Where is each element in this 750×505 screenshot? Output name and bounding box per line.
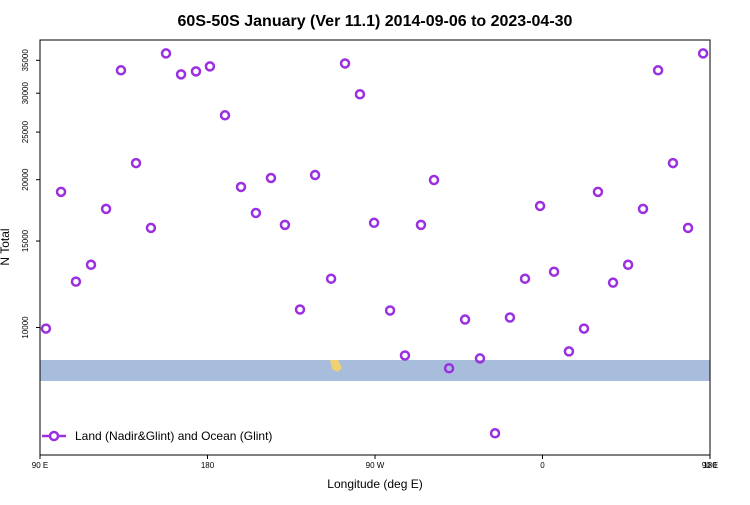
point bbox=[415, 219, 427, 231]
land-patch bbox=[330, 360, 342, 372]
point bbox=[474, 353, 486, 364]
x-tick-label: 90 W bbox=[366, 461, 385, 470]
point bbox=[85, 259, 97, 271]
x-tick-label: 90 E bbox=[32, 461, 48, 470]
point bbox=[697, 48, 709, 59]
y-tick-label: 30000 bbox=[21, 82, 30, 105]
point bbox=[489, 428, 501, 439]
point bbox=[504, 312, 516, 323]
point bbox=[70, 276, 82, 287]
point bbox=[100, 203, 112, 215]
point bbox=[204, 61, 216, 72]
y-tick-label: 35000 bbox=[21, 49, 30, 72]
y-tick-label: 15000 bbox=[21, 229, 30, 252]
x-axis-label: Longitude (deg E) bbox=[327, 477, 422, 491]
point bbox=[519, 273, 531, 284]
point bbox=[130, 157, 142, 169]
point bbox=[622, 259, 634, 271]
point bbox=[265, 172, 277, 184]
land-band bbox=[40, 360, 710, 381]
point bbox=[607, 277, 619, 288]
point bbox=[40, 323, 52, 334]
point bbox=[443, 363, 455, 374]
point bbox=[459, 314, 471, 325]
y-tick-label: 20000 bbox=[21, 168, 30, 191]
legend-label: Land (Nadir&Glint) and Ocean (Glint) bbox=[75, 429, 272, 443]
point bbox=[175, 69, 187, 80]
point bbox=[667, 157, 679, 169]
point bbox=[235, 181, 247, 193]
point bbox=[325, 273, 337, 284]
x-tick-label: 90 E bbox=[702, 461, 718, 470]
point bbox=[548, 266, 560, 277]
point bbox=[115, 65, 127, 76]
point bbox=[368, 217, 380, 229]
y-tick-label: 10000 bbox=[21, 316, 30, 339]
point bbox=[339, 58, 351, 69]
plot-frame bbox=[39, 39, 711, 456]
point bbox=[578, 323, 590, 334]
point bbox=[250, 207, 262, 219]
legend-marker bbox=[48, 430, 60, 442]
y-axis-label: N Total bbox=[0, 228, 12, 265]
point bbox=[428, 174, 440, 186]
chart-title: 60S-50S January (Ver 11.1) 2014-09-06 to… bbox=[178, 13, 573, 30]
point bbox=[160, 48, 172, 59]
point bbox=[279, 219, 291, 231]
point bbox=[145, 222, 157, 234]
point bbox=[637, 203, 649, 215]
point bbox=[294, 304, 306, 315]
x-tick-label: 180 bbox=[201, 461, 215, 470]
x-tick-label: 180 bbox=[703, 461, 717, 470]
point bbox=[190, 66, 202, 77]
point bbox=[534, 200, 546, 212]
point bbox=[682, 222, 694, 234]
point bbox=[219, 110, 231, 121]
point bbox=[384, 305, 396, 316]
point bbox=[354, 89, 366, 100]
point bbox=[652, 65, 664, 76]
point bbox=[563, 346, 575, 357]
point bbox=[399, 350, 411, 361]
point bbox=[592, 186, 604, 198]
point bbox=[309, 169, 321, 181]
y-tick-label: 25000 bbox=[21, 120, 30, 143]
point bbox=[55, 186, 67, 198]
x-tick-label: 0 bbox=[540, 461, 545, 470]
